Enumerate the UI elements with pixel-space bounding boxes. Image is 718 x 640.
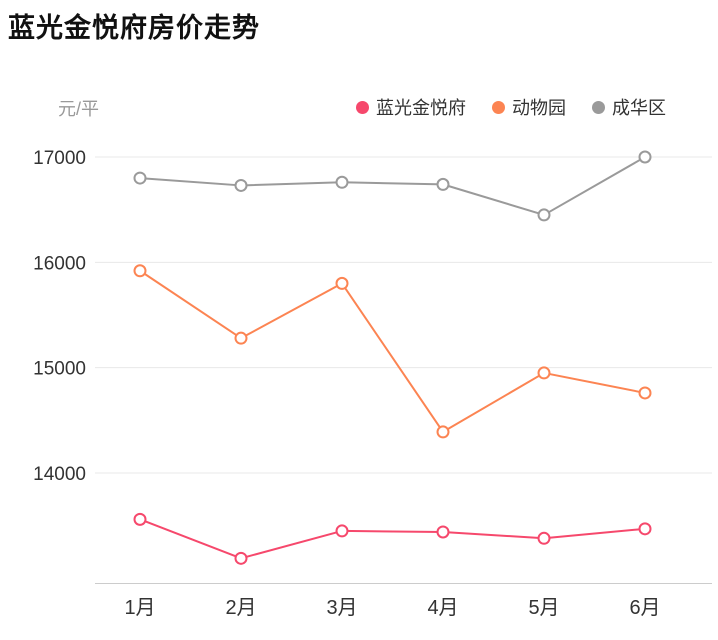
legend-item-1[interactable]: 蓝光金悦府 <box>356 94 466 120</box>
x-tick-label: 1月 <box>124 597 155 619</box>
y-tick-label: 14000 <box>33 464 86 485</box>
x-tick-label: 2月 <box>225 597 256 619</box>
x-tick-label: 6月 <box>629 597 660 619</box>
x-tick-label: 3月 <box>326 597 357 619</box>
data-point-marker <box>234 178 248 192</box>
data-point-marker <box>638 386 652 400</box>
y-tick-label: 16000 <box>33 253 86 274</box>
data-point-marker <box>335 524 349 538</box>
data-point-marker <box>436 425 450 439</box>
series-line <box>139 518 646 560</box>
legend-dot-icon <box>592 100 605 114</box>
data-point-marker <box>335 175 349 189</box>
legend-label: 蓝光金悦府 <box>376 98 466 118</box>
legend-label: 成华区 <box>612 98 666 118</box>
legend-label: 动物园 <box>512 98 566 118</box>
series-line <box>139 269 646 433</box>
data-point-marker <box>133 512 147 526</box>
chart-title: 蓝光金悦府房价走势 <box>8 13 260 43</box>
data-point-marker <box>335 276 349 290</box>
legend-item-3[interactable]: 成华区 <box>592 94 666 120</box>
data-point-marker <box>133 264 147 278</box>
series-line <box>139 156 646 216</box>
x-tick-label: 4月 <box>427 597 458 619</box>
legend-item-2[interactable]: 动物园 <box>492 94 566 120</box>
legend-dot-icon <box>492 100 505 114</box>
data-point-marker <box>133 171 147 185</box>
data-point-marker <box>537 366 551 380</box>
legend: 蓝光金悦府 动物园 成华区 <box>356 94 666 120</box>
y-tick-label: 15000 <box>33 359 86 380</box>
y-tick-label: 17000 <box>33 148 86 169</box>
x-tick-label: 5月 <box>528 597 559 619</box>
data-point-marker <box>234 551 248 565</box>
data-point-marker <box>638 522 652 536</box>
data-point-marker <box>537 531 551 545</box>
y-axis-unit-label: 元/平 <box>58 99 100 119</box>
data-point-marker <box>537 208 551 222</box>
data-point-marker <box>436 525 450 539</box>
legend-dot-icon <box>356 100 369 114</box>
data-point-marker <box>638 150 652 164</box>
data-point-marker <box>436 177 450 191</box>
data-point-marker <box>234 331 248 345</box>
